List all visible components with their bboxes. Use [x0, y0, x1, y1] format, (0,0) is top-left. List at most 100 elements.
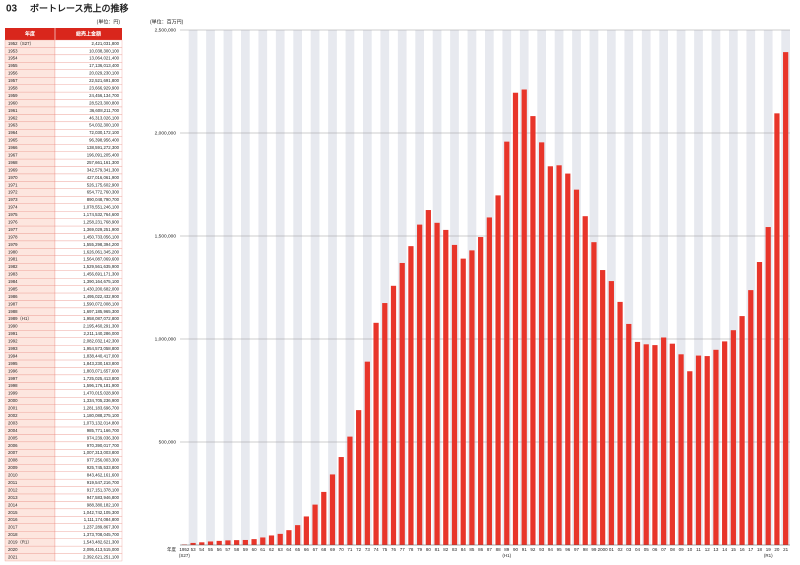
table-year: 2021	[8, 554, 18, 559]
table-value: 1,470,015,028,900	[83, 391, 119, 396]
table-year: 1962	[8, 115, 18, 120]
x-tick-label: 1952	[179, 547, 190, 552]
table-year: 1969	[8, 167, 18, 172]
column-band	[206, 30, 215, 545]
bar	[199, 542, 205, 545]
column-band	[659, 30, 668, 545]
x-tick-label: 98	[583, 547, 589, 552]
x-tick-label: 77	[400, 547, 406, 552]
table-year: 1977	[8, 227, 18, 232]
x-tick-label: 58	[234, 547, 240, 552]
table-year: 1963	[8, 123, 18, 128]
table-year: 1978	[8, 234, 18, 239]
table-year: 1983	[8, 272, 18, 277]
x-tick-label: 63	[278, 547, 284, 552]
table-header: 年度	[25, 30, 36, 37]
table-year: 1970	[8, 175, 18, 180]
column-band	[729, 30, 738, 545]
x-tick-label: 12	[705, 547, 711, 552]
x-tick-label: 92	[530, 547, 536, 552]
table-year: 1999	[8, 391, 18, 396]
table-value-cell	[54, 553, 123, 562]
bar	[225, 540, 231, 545]
table-value: 54,032,300,100	[89, 123, 119, 128]
table-value: 970,390,017,700	[87, 443, 120, 448]
bar	[295, 525, 301, 545]
bar	[443, 229, 449, 546]
table-unit: (単位：円)	[97, 18, 121, 25]
table-year: 1997	[8, 376, 18, 381]
table-value: 654,772,760,300	[87, 190, 120, 195]
table-value: 1,843,230,163,800	[83, 361, 119, 366]
bar	[774, 113, 780, 545]
x-tick-label: 90	[513, 547, 519, 552]
x-tick-label: 85	[469, 547, 475, 552]
column-band	[188, 30, 198, 545]
bar	[451, 244, 458, 545]
table-value: 1,456,691,171,300	[83, 272, 119, 277]
table-year: 2019（R1）	[8, 540, 32, 545]
x-tick-label: 91	[522, 547, 528, 552]
page-number: 03	[6, 4, 18, 15]
x-tick-label: 78	[408, 547, 414, 552]
table-year: 1964	[8, 130, 18, 135]
table-year: 1966	[8, 145, 18, 150]
table-value: 10,038,300,100	[89, 48, 119, 53]
bar	[312, 504, 318, 545]
bar	[321, 491, 327, 545]
bar	[573, 189, 580, 546]
bar	[216, 540, 222, 545]
x-tick-label: 94	[548, 547, 554, 552]
bar	[704, 356, 710, 545]
x-tick-label: 76	[391, 547, 397, 552]
x-tick-label: 96	[565, 547, 571, 552]
x-tick-label: 86	[478, 547, 484, 552]
x-tick-label: 79	[417, 547, 423, 552]
bar	[207, 541, 214, 545]
column-band	[275, 30, 285, 545]
bar	[530, 116, 536, 545]
column-band	[241, 30, 250, 545]
table-value: 947,583,946,800	[87, 495, 120, 500]
x-tick-label: 59	[243, 547, 249, 552]
table-year: 2011	[8, 480, 18, 485]
table-year: 1992	[8, 339, 18, 344]
bar	[373, 322, 379, 545]
table-year: 2001	[8, 406, 18, 411]
x-tick-label: 01	[609, 547, 615, 552]
column-band	[310, 30, 320, 545]
table-year: 1996	[8, 368, 18, 373]
table-value: 1,042,742,105,300	[83, 510, 119, 515]
x-tick-label: 02	[618, 547, 624, 552]
table-year: 2004	[8, 428, 18, 433]
x-tick-label: 93	[539, 547, 545, 552]
bar	[390, 285, 397, 545]
table-year: 1985	[8, 286, 18, 291]
bar	[356, 410, 362, 545]
bar	[425, 210, 431, 545]
bar	[260, 537, 266, 545]
x-tick-label: 54	[199, 547, 205, 552]
table-year: 2018	[8, 532, 18, 537]
table-value: 2,082,032,142,300	[83, 339, 119, 344]
table-year: 2016	[8, 517, 18, 522]
x-tick-label: 11	[696, 547, 701, 552]
table-year: 1965	[8, 138, 18, 143]
table-value: 1,529,561,635,900	[83, 264, 119, 269]
table-year: 2010	[8, 473, 18, 478]
table-value: 1,237,289,867,300	[83, 525, 119, 530]
bar	[382, 303, 388, 545]
table-year: 2008	[8, 458, 18, 463]
x-tick-label: 21	[783, 547, 789, 552]
table-year: 1994	[8, 353, 18, 358]
table-year: 1967	[8, 153, 18, 158]
table-year: 2020	[8, 547, 18, 552]
table-year: 2015	[8, 510, 18, 515]
table-value: 1,007,313,003,800	[83, 450, 119, 455]
table-value: 22,521,691,800	[89, 78, 119, 83]
table-year: 1957	[8, 78, 18, 83]
table-year: 1980	[8, 249, 18, 254]
x-tick-label: 60	[252, 547, 258, 552]
column-band	[694, 30, 703, 545]
